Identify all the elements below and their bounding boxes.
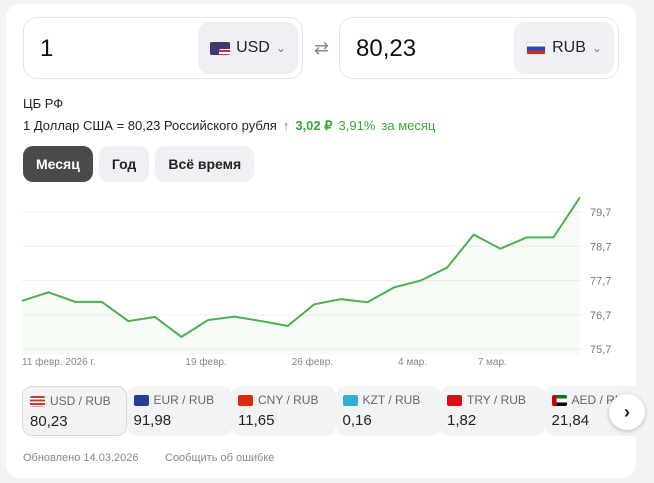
from-currency-select[interactable]: USD ⌄ [198, 22, 298, 74]
rate-chart: 79,7 78,7 77,7 76,7 75,7 11 февр. 2026 г. 19 ф… [21, 196, 611, 368]
y-tick-label: 77,7 [590, 276, 611, 288]
tab-year[interactable]: Год [98, 146, 150, 182]
y-tick-label: 76,7 [590, 310, 611, 322]
pair-value: 21,84 [551, 412, 590, 429]
tab-all-time[interactable]: Всё время [155, 146, 255, 182]
pair-label: CNY / RUB [258, 393, 319, 407]
pair-value: 11,65 [238, 412, 275, 429]
report-error-link[interactable]: Сообщить об ошибке [165, 452, 275, 464]
pair-eu[interactable]: EUR / RUB 91,98 [126, 386, 232, 436]
tr-flag-icon [447, 394, 462, 406]
arrow-up-icon: ↑ [282, 118, 290, 133]
change-period: за месяц [381, 118, 436, 133]
to-amount-field[interactable]: 80,23 RUB ⌄ [339, 17, 619, 79]
x-tick-label: 11 февр. 2026 г. [22, 356, 96, 368]
pair-us[interactable]: USD / RUB 80,23 [22, 386, 127, 436]
ae-flag-icon [551, 394, 567, 406]
pair-label: EUR / RUB [153, 393, 215, 407]
chevron-down-icon: ⌄ [591, 41, 602, 55]
y-tick-label: 79,7 [590, 207, 611, 219]
pair-label: USD / RUB [50, 394, 111, 408]
next-arrow-button[interactable]: › [609, 394, 645, 430]
pair-tr[interactable]: TRY / RUB 1,82 [440, 386, 545, 436]
chart-area [22, 197, 580, 355]
change-pct: 3,91% [338, 118, 376, 133]
pair-value: 91,98 [133, 412, 172, 429]
cn-flag-icon [238, 394, 253, 406]
pair-kz[interactable]: KZT / RUB 0,16 [335, 386, 441, 436]
change-abs: 3,02 ₽ [295, 118, 333, 133]
kz-flag-icon [342, 394, 358, 406]
y-tick-label: 75,7 [590, 344, 611, 356]
x-tick-label: 26 февр. [292, 356, 333, 368]
pair-value: 0,16 [342, 412, 372, 429]
x-tick-label: 19 февр. [185, 356, 226, 368]
pair-value: 80,23 [30, 413, 68, 430]
pair-label: KZT / RUB [362, 393, 421, 407]
to-currency: RUB [552, 39, 586, 56]
pair-label-row: EUR / RUB [133, 393, 225, 407]
chevron-down-icon: ⌄ [275, 41, 286, 55]
rate-text: 1 Доллар США = 80,23 Российского рубля [23, 118, 277, 133]
pair-label-row: CNY / RUB [238, 393, 329, 407]
tab-month[interactable]: Месяц [23, 146, 93, 182]
updated-date: Обновлено 14.03.2026 [23, 452, 139, 464]
chart-line [21, 196, 581, 339]
pair-label: TRY / RUB [467, 393, 526, 407]
from-amount[interactable]: 1 [40, 35, 54, 62]
to-currency-select[interactable]: RUB ⌄ [514, 22, 614, 74]
to-amount[interactable]: 80,23 [356, 35, 417, 62]
swap-arrows-icon[interactable]: ⇄ [314, 38, 330, 58]
y-tick-label: 78,7 [590, 241, 611, 253]
pair-label-row: TRY / RUB [447, 393, 538, 407]
pair-value: 1,82 [447, 412, 477, 429]
pair-label-row: KZT / RUB [342, 393, 434, 407]
ru-flag-icon [526, 41, 547, 55]
from-currency: USD [236, 39, 270, 56]
period-tabs: Месяц Год Всё время [23, 146, 255, 182]
rate-source: ЦБ РФ [23, 96, 64, 111]
pair-label-row: USD / RUB [30, 394, 119, 408]
pair-cn[interactable]: CNY / RUB 11,65 [231, 386, 336, 436]
eu-flag-icon [133, 394, 149, 406]
rate-line: 1 Доллар США = 80,23 Российского рубля ↑… [23, 118, 435, 134]
x-tick-label: 7 мар. [478, 357, 507, 368]
x-tick-label: 4 мар. [398, 357, 427, 368]
us-flag-icon [210, 41, 231, 55]
us-flag-icon [30, 395, 45, 407]
from-amount-field[interactable]: 1 USD ⌄ [23, 17, 303, 79]
